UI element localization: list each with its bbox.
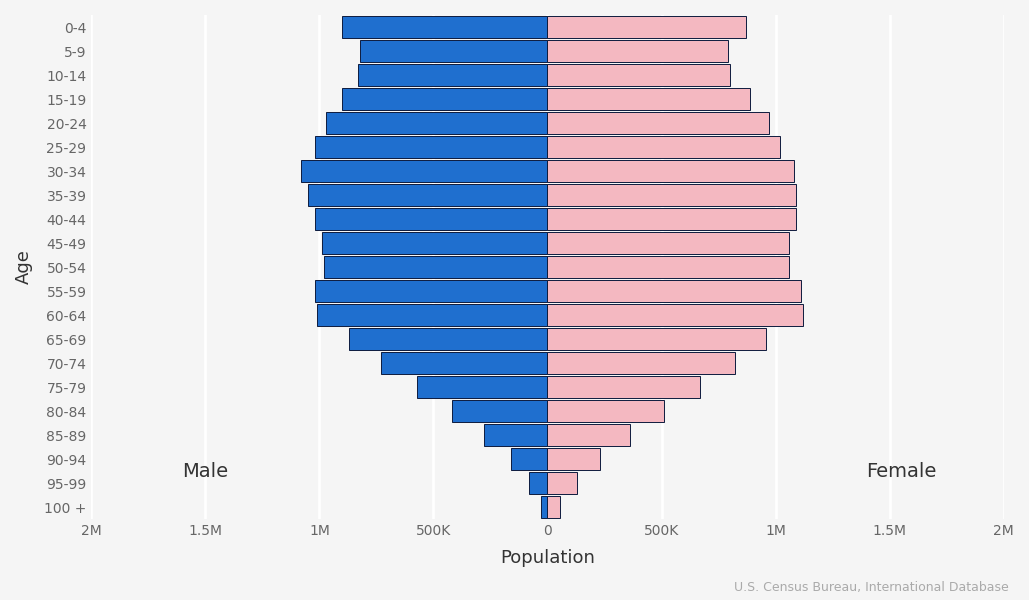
Bar (308, 184, 547, 206)
Bar (315, 208, 547, 230)
Bar (540, 496, 547, 518)
Bar (484, 424, 547, 446)
Bar (315, 136, 547, 158)
Bar (358, 64, 547, 86)
Bar (547, 136, 780, 158)
Bar (360, 40, 547, 62)
Bar (547, 88, 750, 110)
Y-axis label: Age: Age (15, 250, 33, 284)
Bar (418, 376, 547, 398)
Bar (511, 448, 547, 470)
Text: Female: Female (865, 461, 936, 481)
X-axis label: Population: Population (500, 549, 595, 567)
Bar (547, 256, 789, 278)
Bar (547, 208, 796, 230)
Bar (547, 400, 664, 422)
Bar (547, 328, 767, 350)
Bar (547, 376, 701, 398)
Bar (547, 496, 560, 518)
Bar (301, 160, 547, 182)
Bar (547, 472, 577, 494)
Bar (547, 352, 735, 374)
Bar (547, 40, 728, 62)
Bar (547, 280, 801, 302)
Bar (547, 112, 769, 134)
Bar (547, 64, 730, 86)
Bar (324, 256, 547, 278)
Bar (547, 16, 746, 38)
Bar (452, 400, 547, 422)
Bar (343, 88, 547, 110)
Bar (322, 232, 547, 254)
Bar (547, 448, 600, 470)
Bar (547, 184, 796, 206)
Bar (349, 328, 547, 350)
Bar (317, 304, 547, 326)
Bar (326, 112, 547, 134)
Bar (547, 232, 789, 254)
Bar (315, 280, 547, 302)
Bar (529, 472, 547, 494)
Bar (547, 160, 793, 182)
Text: U.S. Census Bureau, International Database: U.S. Census Bureau, International Databa… (734, 581, 1008, 594)
Bar (547, 424, 630, 446)
Text: Male: Male (182, 461, 228, 481)
Bar (381, 352, 547, 374)
Bar (343, 16, 547, 38)
Bar (547, 304, 803, 326)
